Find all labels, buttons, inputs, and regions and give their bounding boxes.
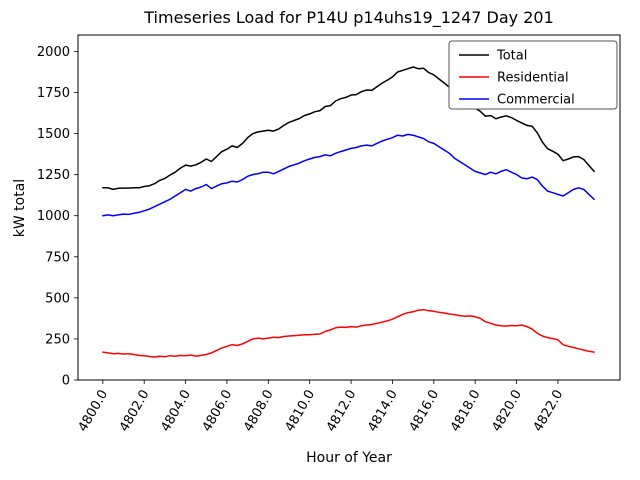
x-tick-label: 4800.0 <box>76 388 112 435</box>
legend-box <box>448 40 618 110</box>
y-tick-label: 1250 <box>37 168 70 183</box>
y-tick-label: 2000 <box>37 45 70 60</box>
y-tick-label: 1500 <box>37 127 70 142</box>
series-line-total <box>102 66 595 191</box>
legend-label-residential: Residential <box>497 71 569 86</box>
x-tick-label: 4808.0 <box>241 388 277 435</box>
legend-label-commercial: Commercial <box>497 93 575 108</box>
y-tick-label: 250 <box>45 332 70 347</box>
x-tick-label: 4804.0 <box>158 388 194 435</box>
chart-title: Timeseries Load for P14U p14uhs19_1247 D… <box>144 8 554 27</box>
x-tick-label: 4814.0 <box>365 388 401 435</box>
y-tick-label: 500 <box>45 291 70 306</box>
y-tick-label: 750 <box>45 250 70 265</box>
series-line-commercial <box>102 133 595 217</box>
x-tick-label: 4820.0 <box>489 388 525 435</box>
y-tick-label: 1750 <box>37 86 70 101</box>
x-tick-label: 4810.0 <box>282 388 318 435</box>
axes-frame <box>77 34 621 381</box>
x-axis-label: Hour of Year <box>306 450 392 466</box>
x-tick-label: 4802.0 <box>117 388 153 435</box>
series-line-residential <box>102 308 595 358</box>
x-tick-label: 4806.0 <box>200 388 236 435</box>
x-tick-label: 4816.0 <box>407 388 443 435</box>
y-tick-label: 0 <box>62 374 70 389</box>
legend-label-total: Total <box>496 49 527 64</box>
x-tick-label: 4818.0 <box>448 387 484 434</box>
x-tick-label: 4822.0 <box>531 388 567 435</box>
y-tick-label: 1000 <box>37 209 70 224</box>
x-tick-label: 4812.0 <box>324 388 360 435</box>
